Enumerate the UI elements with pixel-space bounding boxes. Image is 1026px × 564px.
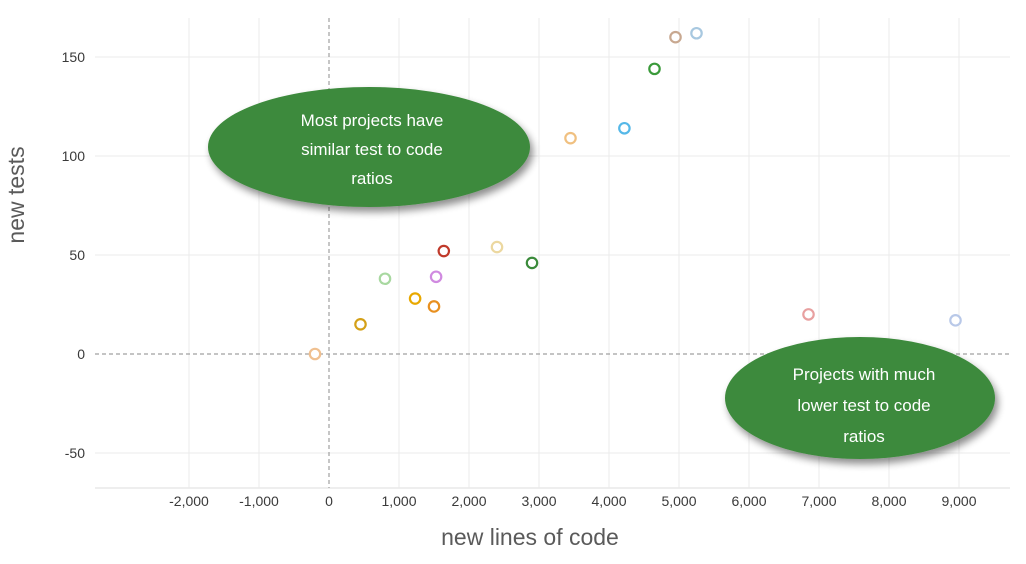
y-tick-label: -50	[65, 445, 85, 461]
annotation-line: Projects with much	[793, 365, 936, 384]
annotation-line: Most projects have	[301, 111, 444, 130]
data-point	[618, 121, 631, 135]
y-tick-label: 0	[77, 346, 85, 362]
annotation-lower-ratios: Projects with much lower test to code ra…	[725, 337, 995, 459]
x-tick-label: 5,000	[661, 493, 696, 509]
annotation-bubble	[208, 87, 530, 207]
data-point	[564, 131, 577, 145]
y-axis-title: new tests	[3, 146, 29, 243]
data-point	[949, 314, 962, 327]
data-point	[802, 308, 815, 321]
x-tick-label: 7,000	[801, 493, 836, 509]
annotation-line: ratios	[843, 427, 885, 446]
data-point	[690, 26, 703, 40]
data-point	[354, 317, 367, 331]
data-point	[408, 292, 422, 305]
annotation-bubble	[725, 337, 995, 459]
data-point	[429, 270, 443, 284]
data-point	[308, 347, 322, 361]
x-tick-label: 0	[325, 493, 333, 509]
data-point	[648, 62, 661, 76]
x-tick-label: 6,000	[731, 493, 766, 509]
annotation-similar-ratios: Most projects have similar test to code …	[208, 87, 530, 207]
annotation-line: lower test to code	[797, 396, 930, 415]
data-point	[669, 30, 682, 44]
x-axis-title: new lines of code	[441, 524, 619, 550]
y-tick-label: 50	[69, 247, 85, 263]
data-point	[525, 256, 539, 270]
x-axis-ticks: -2,000 -1,000 0 1,000 2,000 3,000 4,000 5,000 6,…	[169, 493, 977, 509]
data-point	[490, 240, 504, 254]
y-tick-label: 150	[62, 49, 86, 65]
data-point	[378, 272, 392, 286]
data-point	[437, 244, 451, 258]
data-point	[427, 300, 441, 313]
x-tick-label: 8,000	[871, 493, 906, 509]
x-tick-label: 2,000	[451, 493, 486, 509]
x-tick-label: 9,000	[941, 493, 976, 509]
data-points	[308, 26, 962, 361]
x-tick-label: 1,000	[381, 493, 416, 509]
x-tick-label: -1,000	[239, 493, 279, 509]
x-tick-label: 3,000	[521, 493, 556, 509]
annotation-line: ratios	[351, 169, 393, 188]
x-tick-label: 4,000	[591, 493, 626, 509]
annotation-line: similar test to code	[301, 140, 443, 159]
x-tick-label: -2,000	[169, 493, 209, 509]
y-tick-label: 100	[62, 148, 86, 164]
y-axis-ticks: -50 0 50 100 150	[62, 49, 86, 461]
